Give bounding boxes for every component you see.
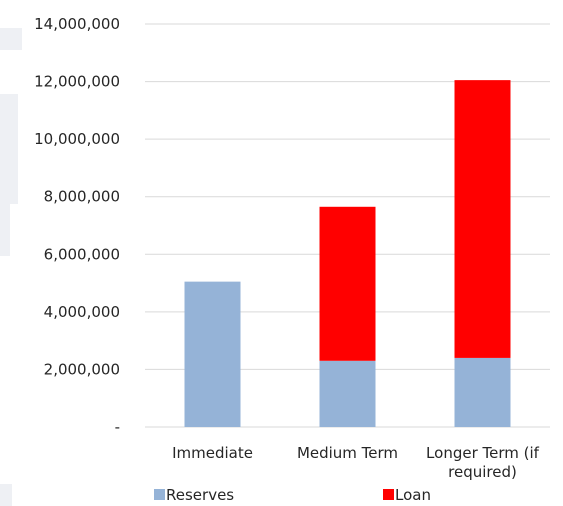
bar-reserves-2 xyxy=(454,357,511,427)
x-category-label: Medium Term xyxy=(297,444,398,462)
bar-reserves-1 xyxy=(319,360,376,427)
y-axis-tick-labels: - 2,000,000 4,000,000 6,000,000 8,000,000 10,… xyxy=(34,15,120,436)
bar-reserves-0 xyxy=(184,281,241,427)
bar-loan-1 xyxy=(319,206,376,361)
background-band xyxy=(0,204,10,256)
bar-loan-2 xyxy=(454,80,511,358)
x-category-label: Longer Term (if xyxy=(426,444,540,462)
legend: Reserves Loan xyxy=(154,486,431,504)
y-tick-label: 4,000,000 xyxy=(44,303,120,321)
legend-label-reserves: Reserves xyxy=(166,486,234,504)
legend-label-loan: Loan xyxy=(395,486,431,504)
legend-swatch-loan xyxy=(383,489,394,500)
y-tick-label: 6,000,000 xyxy=(44,245,120,263)
bar-marks xyxy=(184,80,511,427)
x-category-label: required) xyxy=(448,463,517,481)
background-bands xyxy=(0,28,22,506)
y-tick-label: 2,000,000 xyxy=(44,360,120,378)
background-band xyxy=(0,484,12,506)
y-tick-label: 8,000,000 xyxy=(44,188,120,206)
legend-swatch-reserves xyxy=(154,489,165,500)
y-tick-label: - xyxy=(115,418,120,436)
x-axis-category-labels: Immediate Medium Term Longer Term (ifrequi… xyxy=(172,444,540,481)
y-tick-label: 14,000,000 xyxy=(34,15,120,33)
y-tick-label: 10,000,000 xyxy=(34,130,120,148)
background-band xyxy=(0,28,22,50)
x-category-label: Immediate xyxy=(172,444,253,462)
background-band xyxy=(0,94,18,204)
y-tick-label: 12,000,000 xyxy=(34,73,120,91)
